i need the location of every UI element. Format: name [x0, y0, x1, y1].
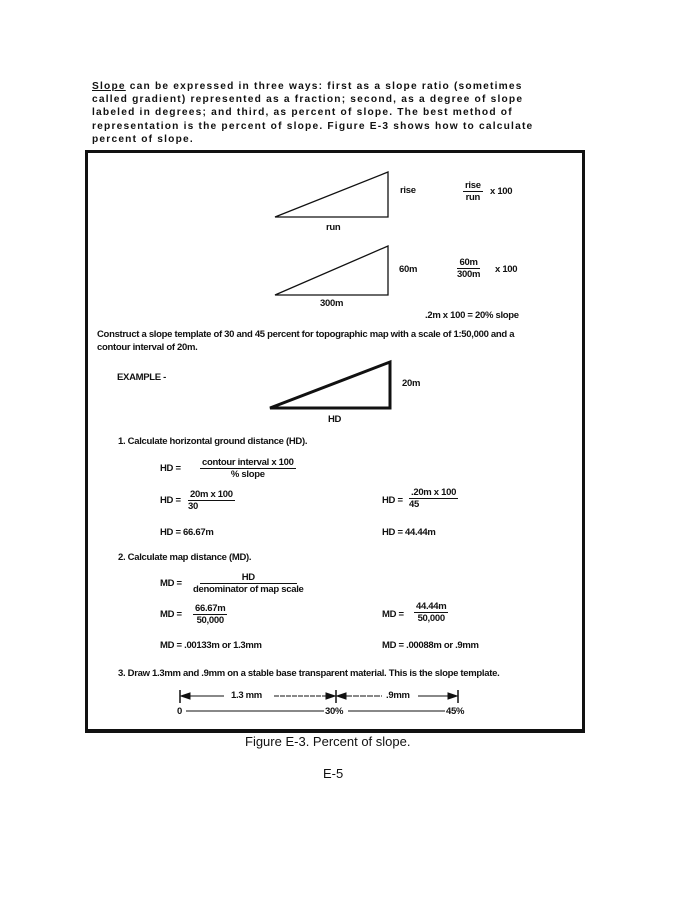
numerator: rise — [463, 180, 483, 192]
hd-45-fraction: .20m x 100 45 — [409, 487, 459, 510]
slope-term: Slope — [92, 81, 126, 92]
problem-line: contour interval of 20m. — [97, 342, 198, 353]
rise-over-run-fraction: rise run — [463, 180, 483, 203]
md-lhs: MD = — [160, 578, 182, 589]
segment-2-label: .9mm — [386, 690, 410, 701]
intro-line: called gradient) represented as a fracti… — [92, 94, 524, 106]
intro-line: can be expressed in three ways: first as… — [125, 81, 523, 92]
example-rise-label: 20m — [402, 378, 421, 389]
md-lhs: MD = — [160, 609, 182, 620]
run-label: run — [326, 222, 341, 233]
times-100: x 100 — [490, 186, 513, 197]
md-formula-fraction: HD denominator of map scale — [193, 572, 304, 595]
slope-template-scale — [179, 690, 459, 712]
denominator: denominator of map scale — [193, 584, 304, 595]
intro-line: representation is the percent of slope. … — [92, 120, 534, 132]
denominator: 50,000 — [417, 613, 446, 624]
slope-result: .2m x 100 = 20% slope — [425, 310, 519, 321]
denominator: % slope — [230, 469, 265, 480]
numerator: .20m x 100 — [409, 487, 459, 499]
times-100: x 100 — [495, 264, 518, 275]
md-13-fraction: 66.67m 50,000 — [193, 603, 228, 626]
hd-result-45: HD = 44.44m — [382, 527, 436, 538]
example-run-label: HD — [328, 414, 342, 425]
md-result-45: MD = .00088m or .9mm — [382, 640, 479, 651]
denominator: 300m — [457, 269, 481, 280]
segment-1-label: 1.3 mm — [231, 690, 262, 701]
numerator: 66.67m — [193, 603, 228, 615]
problem-line: Construct a slope template of 30 and 45 … — [97, 329, 515, 340]
step2-title: 2. Calculate map distance (MD). — [118, 552, 252, 563]
numerator: HD — [199, 572, 297, 584]
hd-lhs: HD = — [382, 495, 403, 506]
step1-title: 1. Calculate horizontal ground distance … — [118, 436, 308, 447]
triangle-60m-300m — [274, 245, 389, 296]
tick-30: 30% — [325, 706, 344, 717]
60m-over-300m-fraction: 60m 300m — [457, 257, 480, 280]
rise-label: rise — [400, 185, 416, 196]
intro-line: percent of slope. — [92, 133, 194, 145]
numerator: 44.44m — [414, 601, 449, 613]
intro-line: labeled in degrees; and third, as percen… — [92, 107, 513, 119]
denominator: 50,000 — [196, 615, 225, 626]
rise-60m-label: 60m — [399, 264, 418, 275]
page-number: E-5 — [323, 766, 344, 781]
md-lhs: MD = — [382, 609, 404, 620]
figure-caption: Figure E-3. Percent of slope. — [245, 734, 411, 749]
example-label: EXAMPLE - — [117, 372, 167, 383]
numerator: 20m x 100 — [188, 489, 235, 501]
run-300m-label: 300m — [320, 298, 344, 309]
hd-result-30: HD = 66.67m — [160, 527, 214, 538]
hd-30-fraction: 20m x 100 30 — [188, 489, 235, 512]
denominator: 45 — [409, 499, 419, 510]
denominator: run — [465, 192, 481, 203]
step3-title: 3. Draw 1.3mm and .9mm on a stable base … — [118, 668, 500, 679]
numerator: 60m — [457, 257, 480, 269]
hd-formula-fraction: contour interval x 100 % slope — [200, 457, 296, 480]
md-result-30: MD = .00133m or 1.3mm — [160, 640, 262, 651]
hd-lhs: HD = — [160, 495, 181, 506]
triangle-rise-run — [274, 171, 389, 218]
triangle-example — [269, 359, 392, 410]
intro-paragraph: Slope can be expressed in three ways: fi… — [92, 80, 572, 146]
tick-0: 0 — [177, 706, 182, 717]
denominator: 30 — [188, 501, 198, 512]
hd-lhs: HD = — [160, 463, 181, 474]
md-09-fraction: 44.44m 50,000 — [414, 601, 449, 624]
numerator: contour interval x 100 — [200, 457, 296, 469]
figure-box — [85, 150, 585, 733]
tick-45: 45% — [446, 706, 465, 717]
